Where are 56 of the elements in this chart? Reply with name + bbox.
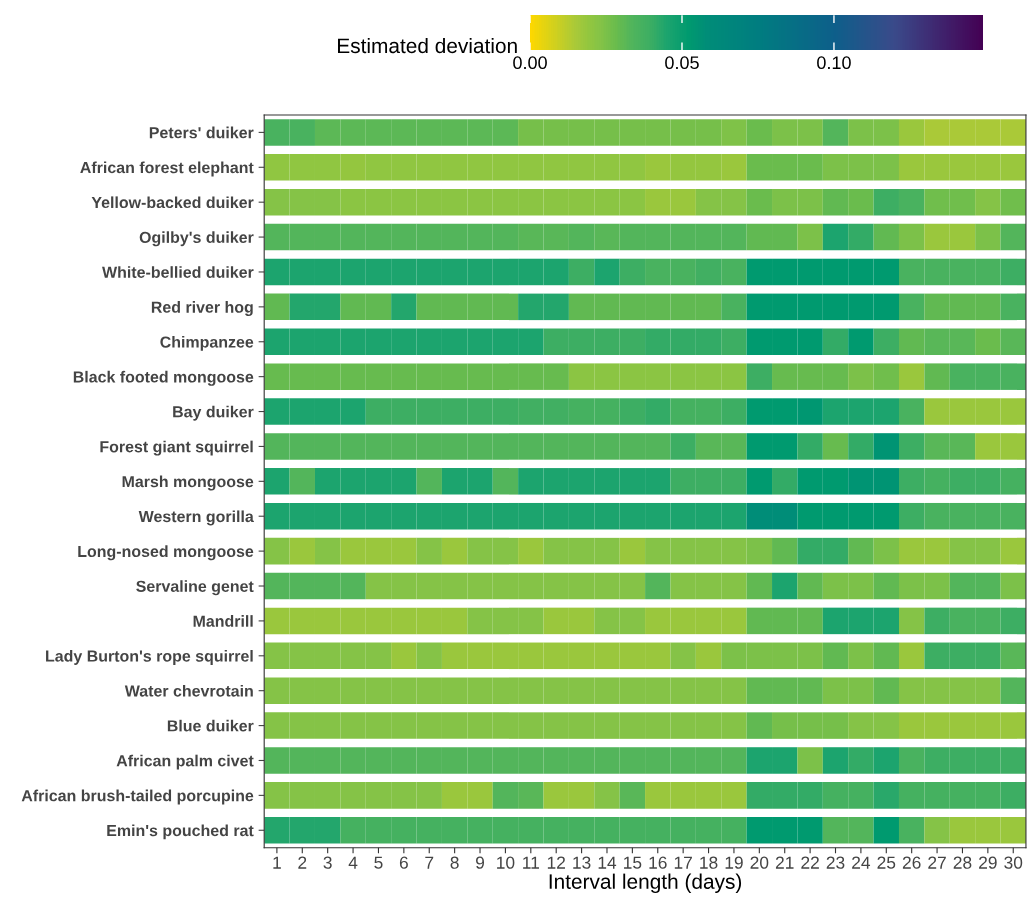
y-tick-label: Chimpanzee: [160, 335, 254, 351]
y-tick-label: Western gorilla: [138, 510, 254, 526]
y-tick-label: Emin's pouched rat: [107, 824, 254, 840]
y-tick-label: Red river hog: [151, 301, 253, 317]
y-tick-label: Yellow-backed duiker: [91, 196, 254, 209]
x-tick-label: 28: [953, 856, 972, 869]
y-tick-label: Mandrill: [193, 615, 253, 627]
color-bar-label: 0.00: [513, 56, 547, 70]
x-tick-label: 2: [298, 856, 307, 869]
x-tick-label: 30: [1004, 856, 1023, 869]
color-bar-title: Estimated deviation: [338, 37, 517, 54]
x-tick-label: 10: [497, 856, 515, 869]
x-tick-label: 17: [674, 856, 692, 869]
y-tick-label: Lady Burton's rope squirrel: [46, 650, 253, 665]
y-tick-label: Servaline genet: [136, 580, 254, 596]
x-tick-label: 13: [573, 856, 591, 869]
y-tick-label: African brush-tailed porcupine: [21, 789, 254, 805]
x-tick-label: 23: [826, 856, 845, 869]
x-tick-label: 18: [700, 856, 718, 869]
x-tick-label: 5: [374, 856, 383, 869]
x-tick-label: 24: [852, 856, 871, 869]
y-tick-label: Forest giant squirrel: [100, 440, 253, 456]
x-tick-label: 3: [323, 856, 332, 869]
x-tick-label: 9: [476, 856, 485, 869]
y-tick-label: Marsh mongoose: [122, 475, 254, 491]
x-axis-title: Interval length (days): [549, 873, 742, 894]
x-tick-label: 6: [399, 856, 408, 869]
y-tick-label: Blue duiker: [167, 719, 254, 732]
x-tick-label: 27: [928, 856, 946, 869]
x-tick-label: 25: [877, 856, 896, 869]
y-tick-label: Water chevrotain: [124, 684, 253, 697]
x-tick-label: 26: [902, 856, 921, 869]
color-bar-label: 0.05: [665, 56, 699, 70]
x-tick-label: 14: [598, 856, 617, 869]
y-tick-label: African palm civet: [116, 754, 254, 770]
x-tick-label: 1: [273, 856, 281, 869]
x-tick-label: 19: [725, 856, 743, 869]
y-tick-label: Bay duiker: [173, 405, 254, 421]
y-tick-label: Long-nosed mongoose: [78, 545, 254, 561]
x-tick-label: 11: [523, 856, 539, 869]
x-tick-label: 8: [450, 856, 459, 869]
x-tick-label: 4: [348, 856, 358, 869]
x-tick-label: 21: [775, 856, 794, 869]
y-tick-label: African forest elephant: [80, 161, 254, 177]
y-tick-label: Ogilby's duiker: [139, 231, 254, 247]
x-tick-label: 16: [649, 856, 667, 869]
x-tick-label: 29: [979, 856, 997, 869]
y-tick-label: Black footed mongoose: [73, 370, 254, 386]
y-tick-label: White-bellied duiker: [102, 266, 254, 278]
x-tick-label: 12: [547, 856, 565, 869]
color-bar-label: 0.10: [817, 56, 851, 70]
x-tick-label: 15: [624, 856, 642, 869]
x-tick-label: 7: [425, 856, 434, 869]
x-tick-label: 22: [801, 856, 819, 869]
y-tick-label: Peters' duiker: [149, 126, 254, 139]
x-tick-label: 20: [750, 856, 769, 869]
